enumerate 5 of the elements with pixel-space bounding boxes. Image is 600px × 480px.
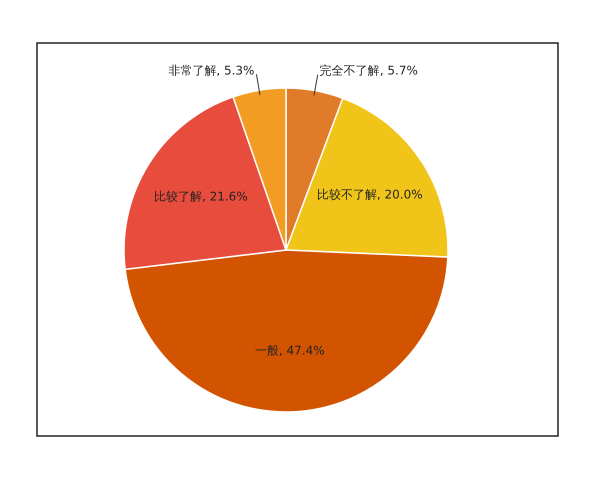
slice-label: 比较不了解, 20.0% (316, 188, 423, 202)
slice-label: 一般, 47.4% (254, 343, 325, 358)
slice-label: 完全不了解, 5.7% (320, 64, 418, 78)
slice-label: 比较了解, 21.6% (154, 190, 248, 204)
slice-label: 非常了解, 5.3% (168, 63, 254, 78)
